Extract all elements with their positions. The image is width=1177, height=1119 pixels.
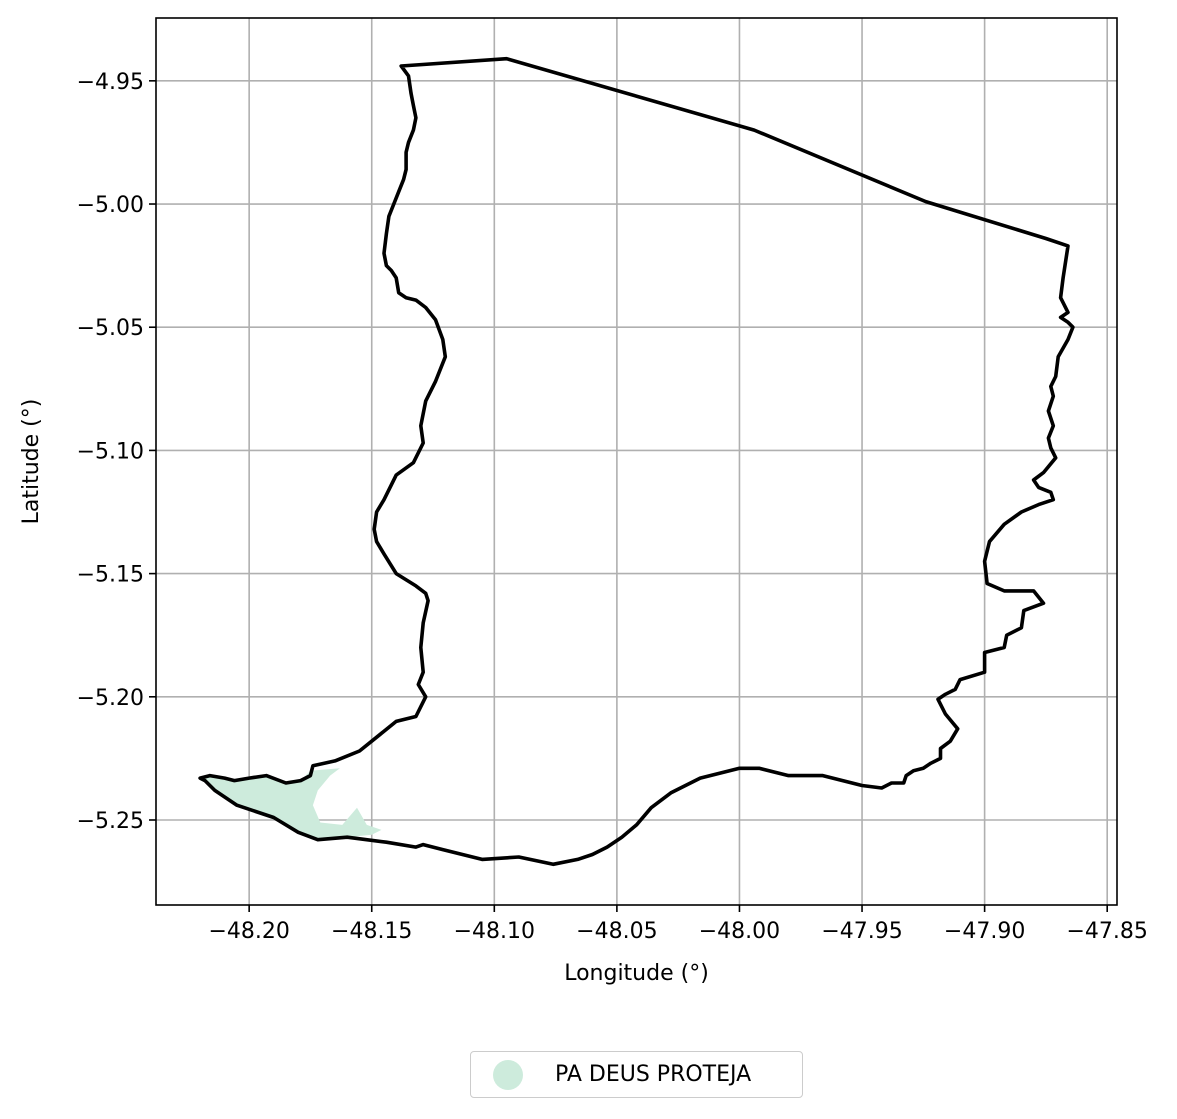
municipality-boundary (198, 56, 1075, 867)
boundary-layer (198, 56, 1075, 867)
legend-label: PA DEUS PROTEJA (555, 1062, 752, 1087)
x-tick-label: −48.20 (208, 919, 289, 944)
x-tick-label: −47.85 (1066, 919, 1147, 944)
y-tick-label: −4.95 (77, 70, 144, 95)
y-tick-label: −5.10 (77, 439, 144, 464)
x-tick-label: −47.90 (944, 919, 1025, 944)
y-tick-label: −5.00 (77, 193, 144, 218)
x-axis-ticks: −48.20 −48.15 −48.10 −48.05 −48.00 −47.95 −47.… (208, 905, 1148, 944)
axes-frame (155, 17, 1118, 906)
region-pa-deus-proteja (200, 768, 382, 840)
y-tick-label: −5.25 (77, 809, 144, 834)
y-tick-label: −5.05 (77, 316, 144, 341)
x-tick-label: −48.15 (331, 919, 412, 944)
region-layer (200, 768, 382, 840)
legend-marker (493, 1059, 523, 1090)
y-axis-ticks: −4.95 −5.00 −5.05 −5.10 −5.15 −5.20 −5.25 (77, 70, 156, 834)
y-axis-label: Latitude (°) (19, 399, 44, 525)
y-tick-label: −5.20 (77, 686, 144, 711)
x-tick-label: −48.05 (576, 919, 657, 944)
y-tick-label: −5.15 (77, 563, 144, 588)
y-gridlines (156, 80, 1117, 821)
x-tick-label: −48.10 (454, 919, 535, 944)
x-axis-label: Longitude (°) (564, 961, 709, 986)
x-tick-label: −47.95 (821, 919, 902, 944)
x-gridlines (248, 18, 1108, 905)
x-tick-label: −48.00 (699, 919, 780, 944)
legend: PA DEUS PROTEJA (470, 1051, 803, 1098)
